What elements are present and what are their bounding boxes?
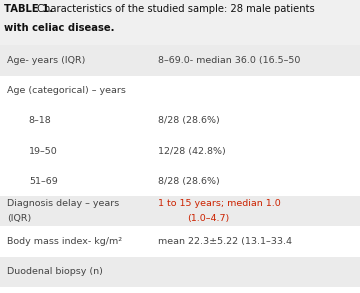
Text: Body mass index- kg/m²: Body mass index- kg/m² — [7, 237, 122, 246]
Text: Characteristics of the studied sample: 28 male patients: Characteristics of the studied sample: 2… — [34, 4, 315, 13]
Bar — [0, 76, 360, 106]
Text: 1 to 15 years; median 1.0: 1 to 15 years; median 1.0 — [158, 199, 281, 208]
Text: Duodenal biopsy (n): Duodenal biopsy (n) — [7, 267, 103, 276]
Text: with celiac disease.: with celiac disease. — [4, 23, 114, 33]
Text: (1.0–4.7): (1.0–4.7) — [187, 214, 229, 224]
Bar — [0, 45, 360, 76]
Text: (IQR): (IQR) — [7, 214, 31, 224]
Text: 12/28 (42.8%): 12/28 (42.8%) — [158, 146, 226, 156]
Text: 8/28 (28.6%): 8/28 (28.6%) — [158, 177, 220, 186]
Text: 8–69.0- median 36.0 (16.5–50: 8–69.0- median 36.0 (16.5–50 — [158, 56, 301, 65]
Text: TABLE 1.: TABLE 1. — [4, 4, 53, 13]
Text: Diagnosis delay – years: Diagnosis delay – years — [7, 199, 120, 208]
Bar — [0, 196, 360, 226]
Bar — [0, 106, 360, 136]
Text: Age (categorical) – years: Age (categorical) – years — [7, 86, 126, 95]
Bar — [0, 0, 360, 45]
Bar — [0, 226, 360, 257]
Bar — [0, 136, 360, 166]
Text: 51–69: 51–69 — [29, 177, 58, 186]
Text: 8–18: 8–18 — [29, 116, 51, 125]
Bar — [0, 166, 360, 196]
Bar — [0, 257, 360, 287]
Text: mean 22.3±5.22 (13.1–33.4: mean 22.3±5.22 (13.1–33.4 — [158, 237, 292, 246]
Text: 19–50: 19–50 — [29, 146, 58, 156]
Text: 8/28 (28.6%): 8/28 (28.6%) — [158, 116, 220, 125]
Text: Age- years (IQR): Age- years (IQR) — [7, 56, 86, 65]
